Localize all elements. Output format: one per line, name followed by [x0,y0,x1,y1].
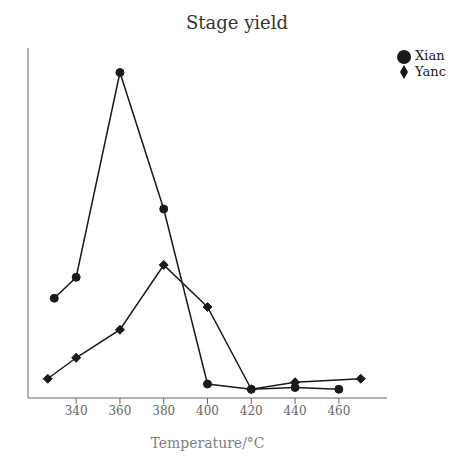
svg-text:440: 440 [284,404,307,418]
svg-text:400: 400 [196,404,219,418]
svg-text:420: 420 [240,404,263,418]
svg-text:380: 380 [152,404,175,418]
svg-text:Temperature/°C: Temperature/°C [150,435,264,451]
html-text:Xian: Xian [415,48,445,63]
svg-text:360: 360 [108,404,131,418]
html-text:Stage yield: Stage yield [186,12,288,33]
svg-text:340: 340 [65,404,88,418]
html-text:Yanc: Yanc [415,63,446,79]
svg-text:460: 460 [327,404,350,418]
